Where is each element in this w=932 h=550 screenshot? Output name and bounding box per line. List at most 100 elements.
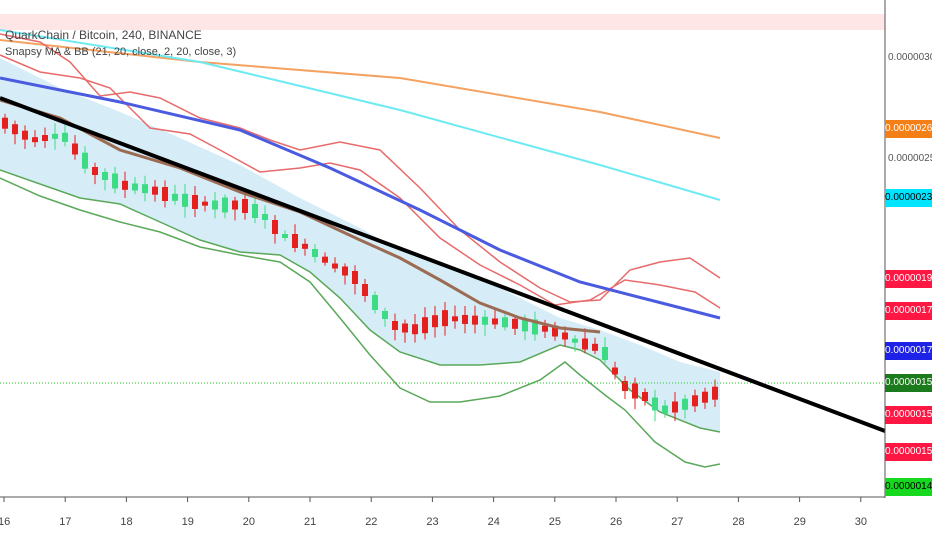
ma-cyan-line — [0, 29, 721, 201]
candle-body — [272, 220, 278, 234]
candle-body — [172, 193, 178, 201]
candle-body — [192, 195, 198, 209]
candle-body — [442, 310, 448, 327]
candle-body — [232, 200, 238, 210]
ma-orange-line — [0, 39, 721, 139]
candle-body — [282, 234, 288, 238]
candle-body — [52, 133, 58, 139]
candle-body — [392, 321, 398, 330]
candle-body — [472, 315, 478, 325]
candle-body — [302, 243, 308, 249]
moving-averages — [0, 29, 721, 334]
candle-body — [382, 311, 388, 319]
x-tick-label: 22 — [365, 516, 378, 528]
candle-body — [2, 117, 8, 129]
candle-body — [362, 284, 368, 296]
candle-body — [252, 204, 258, 218]
candle-body — [542, 325, 548, 332]
x-tick-label: 20 — [242, 516, 256, 528]
candle-body — [142, 184, 148, 194]
candle-body — [502, 317, 508, 328]
x-tick-label: 26 — [610, 516, 623, 528]
candle-body — [462, 314, 468, 324]
candle-body — [632, 383, 638, 399]
x-tick-label: 25 — [548, 516, 562, 528]
candle-body — [452, 316, 458, 322]
candle-body — [12, 124, 18, 135]
candle-body — [242, 199, 248, 213]
indicator-label: Snapsy MA & BB (21, 20, close, 2, 20, cl… — [5, 46, 237, 58]
x-tick-label: 27 — [671, 516, 684, 528]
plot-area[interactable] — [0, 0, 885, 498]
candle-body — [712, 386, 718, 400]
candle-body — [112, 173, 118, 189]
candle-body — [662, 405, 668, 414]
x-tick-label: 30 — [854, 516, 868, 528]
candle-body — [312, 249, 318, 257]
x-tick-label: 17 — [59, 516, 72, 528]
candle-body — [292, 234, 298, 248]
candle-body — [562, 332, 568, 340]
candle-body — [552, 325, 558, 337]
candle-body — [372, 295, 378, 310]
candle-body — [412, 324, 418, 335]
ma-brown-line — [0, 98, 601, 334]
price-label: 0.00000175 — [885, 342, 932, 360]
bb-outer-lower-line — [0, 177, 721, 468]
candle-body — [212, 200, 218, 210]
symbol-title: QuarkChain / Bitcoin, 240, BINANCE — [5, 28, 202, 42]
candle-body — [262, 214, 268, 220]
price-label: 0.00000179 — [885, 302, 932, 320]
candle-body — [92, 167, 98, 175]
candle-body — [642, 392, 648, 401]
candle-body — [42, 135, 48, 141]
x-tick-label: 21 — [304, 516, 317, 528]
y-tick-label: 0.00000250 — [888, 153, 932, 164]
candle-body — [222, 197, 228, 213]
x-tick-label: 19 — [181, 516, 194, 528]
candles — [2, 113, 718, 422]
bb-fill — [0, 58, 720, 432]
candle-body — [602, 347, 608, 360]
candle-body — [342, 266, 348, 276]
candle-body — [22, 130, 28, 140]
candle-body — [432, 315, 438, 328]
candle-body — [532, 319, 538, 335]
candle-body — [72, 143, 78, 155]
candle-body — [702, 391, 708, 403]
candle-body — [332, 263, 338, 269]
candle-body — [82, 152, 88, 169]
x-tick-label: 28 — [732, 516, 745, 528]
ma-blue-line — [0, 76, 721, 320]
x-tick-label: 29 — [793, 516, 806, 528]
candle-body — [422, 317, 428, 334]
candle-body — [122, 180, 128, 190]
candle-body — [62, 132, 68, 142]
price-label: 0.00000144 — [885, 478, 932, 496]
candle-body — [612, 367, 618, 375]
candle-body — [582, 338, 588, 350]
candle-body — [622, 381, 628, 391]
candle-body — [682, 398, 688, 410]
x-tick-label: 18 — [120, 516, 133, 528]
x-tick-label: 24 — [487, 516, 500, 528]
candle-body — [152, 186, 158, 195]
candle-body — [102, 172, 108, 180]
price-label: 0.00000194 — [885, 270, 932, 288]
candle-body — [692, 395, 698, 407]
candle-body — [352, 271, 358, 284]
trendline[interactable] — [0, 96, 886, 433]
top-highlight-band — [0, 14, 885, 30]
candle-body — [652, 397, 658, 411]
candle-body — [522, 319, 528, 332]
candle-body — [162, 187, 168, 201]
candle-body — [592, 343, 598, 351]
x-tick-label: 16 — [0, 516, 11, 528]
candle-body — [182, 193, 188, 207]
